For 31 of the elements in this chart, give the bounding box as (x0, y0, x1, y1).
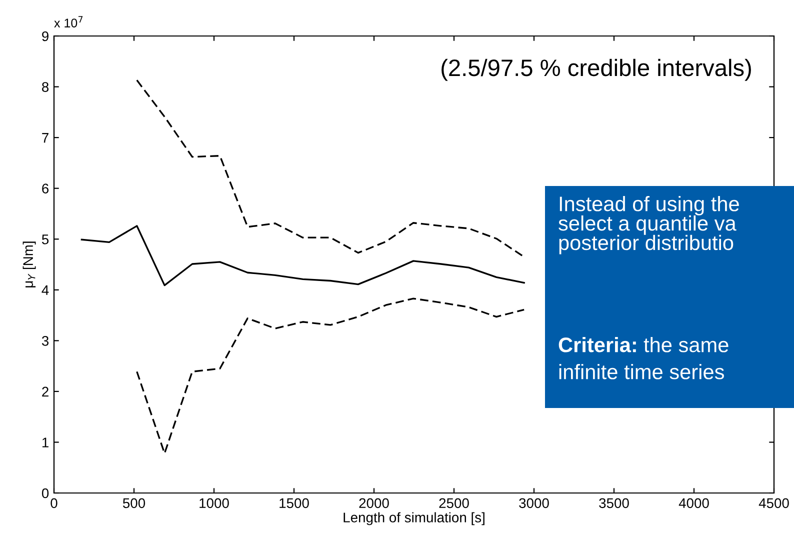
x-tick-label: 1500 (280, 498, 309, 508)
annotation: infinite time series (559, 364, 724, 380)
x-tick-label: 4500 (758, 498, 789, 508)
y-tick-label: 0 (42, 488, 49, 498)
annotation: Instead of using the select a quantile va posterior distributio (558, 196, 739, 254)
line-series (136, 298, 525, 454)
x-tick-label: 0 (50, 498, 58, 508)
line-series (80, 225, 525, 286)
annotation: Criteria: (558, 337, 636, 352)
y-axis-title: μ$_{Y}$ [Nm] (22, 242, 36, 288)
x-tick-label: 3500 (599, 498, 629, 508)
text: x 10$^{7}$ (54, 16, 83, 28)
y-tick-label: 8 (42, 82, 49, 92)
y-tick-label: 4 (42, 285, 49, 295)
y-tick-label: 3 (42, 336, 49, 346)
y-tick-label: 2 (42, 386, 48, 396)
x-tick-label: 2000 (359, 498, 389, 508)
y-tick-label: 6 (42, 184, 49, 194)
x-tick-label: 2500 (439, 498, 469, 508)
x-tick-label: 3000 (519, 498, 549, 508)
x-tick-label: 500 (122, 498, 146, 508)
y-tick-label: 7 (42, 133, 48, 143)
y-tick-label: 5 (42, 234, 49, 244)
x-tick-label: 1000 (200, 498, 229, 508)
x-axis-title: Length of simulation [s] (344, 512, 484, 526)
line-series (136, 79, 525, 258)
x-tick-label: 4000 (678, 498, 709, 508)
annotation: (2.5/97.5 % credible intervals) (442, 58, 751, 81)
annotation: the same (644, 337, 728, 352)
y-tick-label: 1 (42, 438, 48, 448)
y-tick-label: 9 (42, 31, 48, 42)
